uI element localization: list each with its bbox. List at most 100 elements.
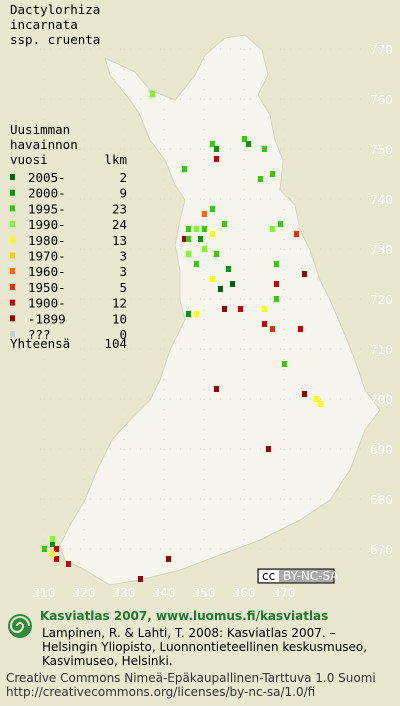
legend-count: 13 <box>112 233 127 248</box>
x-tick-label: 330 <box>113 586 136 600</box>
record-square <box>186 311 191 317</box>
legend-count: 12 <box>112 296 127 311</box>
record-square <box>210 141 215 147</box>
record-square <box>222 306 227 312</box>
footer-heading: Kasviatlas 2007, www.luomus.fi/kasviatla… <box>40 609 328 623</box>
record-square <box>270 226 275 232</box>
legend-count: 0 <box>119 327 127 342</box>
record-square <box>214 386 219 392</box>
record-square <box>186 236 191 242</box>
y-tick-label: 720 <box>370 293 393 307</box>
record-square <box>166 556 171 562</box>
legend-swatch <box>10 283 15 290</box>
legend-label: 1960- <box>28 264 66 279</box>
record-square <box>194 261 199 267</box>
record-square <box>186 251 191 257</box>
record-square <box>226 266 231 272</box>
record-square <box>182 236 187 242</box>
y-tick-label: 710 <box>370 343 393 357</box>
record-square <box>262 146 267 152</box>
y-tick-label: 680 <box>370 493 393 507</box>
y-tick-label: 750 <box>370 143 393 157</box>
legend-label: 1980- <box>28 233 66 248</box>
y-tick-label: 740 <box>370 193 393 207</box>
y-tick-label: 670 <box>370 543 393 557</box>
record-square <box>246 141 251 147</box>
x-tick-label: 350 <box>193 586 216 600</box>
legend-label: 1990- <box>28 217 66 232</box>
legend-label: 1950- <box>28 280 66 295</box>
record-square <box>66 561 71 567</box>
record-square <box>262 321 267 327</box>
record-square <box>198 236 203 242</box>
record-square <box>202 226 207 232</box>
logo <box>8 614 32 638</box>
legend-swatch <box>10 315 15 322</box>
legend-swatch <box>10 221 15 228</box>
y-tick-label: 770 <box>370 43 393 57</box>
record-square <box>266 446 271 452</box>
legend-swatch <box>10 205 15 212</box>
citation: Helsingin Yliopisto, Luonnontieteellinen… <box>42 640 367 654</box>
legend-label: -1899 <box>28 311 66 326</box>
x-tick-label: 310 <box>33 586 56 600</box>
cc-symbol: cc <box>262 569 275 583</box>
record-square <box>318 401 323 407</box>
y-tick-label: 730 <box>370 243 393 257</box>
legend-count: 23 <box>112 201 127 216</box>
record-square <box>274 261 279 267</box>
record-square <box>202 246 207 252</box>
record-square <box>54 546 59 552</box>
record-square <box>202 211 207 217</box>
legend-count: 5 <box>119 280 127 295</box>
record-square <box>210 231 215 237</box>
badge-text: BY-NC-SA <box>283 569 339 583</box>
record-square <box>282 361 287 367</box>
citation: Kasvimuseo, Helsinki. <box>42 654 173 668</box>
x-tick-label: 370 <box>273 586 296 600</box>
record-square <box>194 226 199 232</box>
record-square <box>54 556 59 562</box>
legend-swatch <box>10 189 15 196</box>
record-square <box>298 326 303 332</box>
legend-label: ??? <box>28 327 51 342</box>
record-square <box>302 391 307 397</box>
record-square <box>182 166 187 172</box>
x-tick-label: 320 <box>73 586 96 600</box>
record-square <box>270 171 275 177</box>
legend-label: 1900- <box>28 296 66 311</box>
legend-swatch <box>10 268 15 275</box>
legend-heading: vuosi <box>10 152 48 167</box>
title: incarnata <box>10 17 78 32</box>
license: Creative Commons Nimeä-Epäkaupallinen-Ta… <box>6 671 376 685</box>
record-square <box>194 311 199 317</box>
record-square <box>302 271 307 277</box>
record-square <box>258 176 263 182</box>
record-square <box>50 536 55 542</box>
citation: Lampinen, R. & Lahti, T. 2008: Kasviatla… <box>42 626 336 640</box>
record-square <box>242 136 247 142</box>
record-square <box>50 551 55 557</box>
legend-count: 3 <box>119 264 127 279</box>
record-square <box>210 206 215 212</box>
record-square <box>270 326 275 332</box>
legend-swatch <box>10 174 15 180</box>
cc-badge: cc BY-NC-SA <box>257 568 339 584</box>
record-square <box>214 251 219 257</box>
legend-count-heading: lkm <box>104 152 127 167</box>
record-square <box>150 91 155 97</box>
record-square <box>214 146 219 152</box>
record-square <box>186 226 191 232</box>
record-square <box>230 281 235 287</box>
legend-swatch <box>10 236 15 243</box>
finland-outline <box>59 34 381 586</box>
record-square <box>262 306 267 312</box>
record-square <box>294 231 299 237</box>
legend-heading: havainnon <box>10 137 78 152</box>
legend-count: 10 <box>112 311 127 326</box>
record-square <box>314 396 319 402</box>
x-tick-label: 360 <box>233 586 256 600</box>
total-count: 104 <box>104 336 127 351</box>
title: ssp. cruenta <box>10 32 100 47</box>
